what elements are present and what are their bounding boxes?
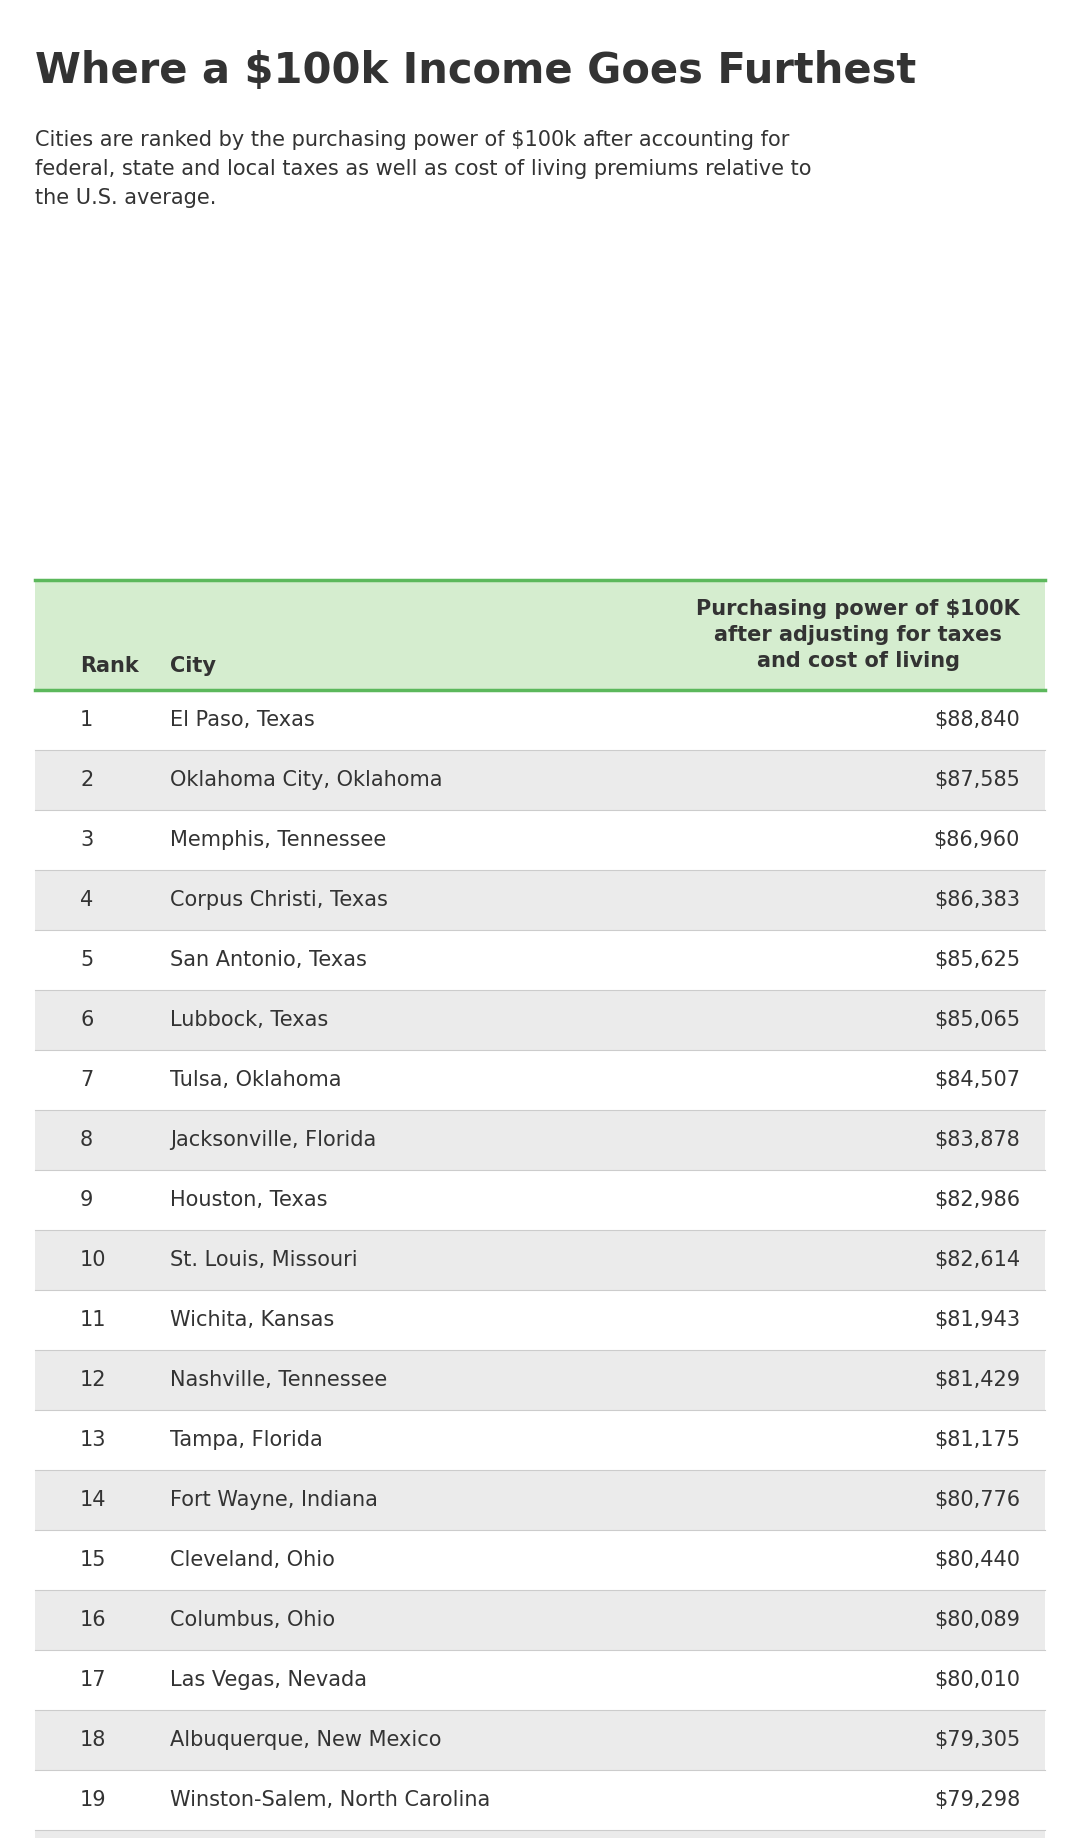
Text: 6: 6 [80,1011,93,1029]
Text: 16: 16 [80,1610,107,1630]
Text: Lubbock, Texas: Lubbock, Texas [170,1011,328,1029]
Bar [35,930,1045,991]
Text: Where a $100k Income Goes Furthest: Where a $100k Income Goes Furthest [35,50,916,92]
Text: Purchasing power of $100K
after adjusting for taxes
and cost of living: Purchasing power of $100K after adjustin… [697,599,1020,671]
Text: Corpus Christi, Texas: Corpus Christi, Texas [170,890,388,910]
Text: 11: 11 [80,1310,107,1331]
Text: $80,776: $80,776 [934,1491,1020,1511]
Bar [35,869,1045,930]
Text: City: City [170,656,216,676]
Bar [35,1831,1045,1838]
Text: San Antonio, Texas: San Antonio, Texas [170,950,367,970]
Text: $80,440: $80,440 [934,1549,1020,1570]
Bar [35,750,1045,811]
Text: $82,986: $82,986 [934,1189,1020,1209]
Text: $80,089: $80,089 [934,1610,1020,1630]
Text: $87,585: $87,585 [934,770,1020,790]
Bar [35,1470,1045,1529]
Bar [35,811,1045,869]
Text: Cities are ranked by the purchasing power of $100k after accounting for
federal,: Cities are ranked by the purchasing powe… [35,130,811,208]
Text: 5: 5 [80,950,93,970]
Text: Cleveland, Ohio: Cleveland, Ohio [170,1549,335,1570]
Bar [35,1709,1045,1770]
Text: 18: 18 [80,1730,106,1750]
Text: 4: 4 [80,890,93,910]
Text: Rank: Rank [80,656,138,676]
Text: 17: 17 [80,1671,107,1689]
Text: 1: 1 [80,709,93,730]
Text: El Paso, Texas: El Paso, Texas [170,709,314,730]
Bar [35,1529,1045,1590]
Text: Wichita, Kansas: Wichita, Kansas [170,1310,334,1331]
Text: $86,960: $86,960 [933,831,1020,849]
Text: $85,625: $85,625 [934,950,1020,970]
Text: Jacksonville, Florida: Jacksonville, Florida [170,1130,376,1151]
Text: Nashville, Tennessee: Nashville, Tennessee [170,1369,388,1390]
Text: $79,305: $79,305 [934,1730,1020,1750]
Text: $79,298: $79,298 [934,1790,1020,1810]
Text: $83,878: $83,878 [934,1130,1020,1151]
Text: $85,065: $85,065 [934,1011,1020,1029]
Bar [35,1349,1045,1410]
Bar [35,581,1045,689]
Text: 2: 2 [80,770,93,790]
Bar [35,991,1045,1049]
Bar [35,1590,1045,1651]
Text: Tampa, Florida: Tampa, Florida [170,1430,323,1450]
Text: 15: 15 [80,1549,107,1570]
Text: 14: 14 [80,1491,107,1511]
Text: 13: 13 [80,1430,107,1450]
Text: Winston-Salem, North Carolina: Winston-Salem, North Carolina [170,1790,490,1810]
Bar [35,689,1045,750]
Text: 9: 9 [80,1189,93,1209]
Text: Las Vegas, Nevada: Las Vegas, Nevada [170,1671,367,1689]
Text: $81,429: $81,429 [934,1369,1020,1390]
Text: $81,175: $81,175 [934,1430,1020,1450]
Text: Memphis, Tennessee: Memphis, Tennessee [170,831,387,849]
Text: 10: 10 [80,1250,107,1270]
Text: $81,943: $81,943 [934,1310,1020,1331]
Text: Oklahoma City, Oklahoma: Oklahoma City, Oklahoma [170,770,443,790]
Text: $88,840: $88,840 [934,709,1020,730]
Text: 8: 8 [80,1130,93,1151]
Text: 3: 3 [80,831,93,849]
Text: Columbus, Ohio: Columbus, Ohio [170,1610,335,1630]
Bar [35,1290,1045,1349]
Text: Albuquerque, New Mexico: Albuquerque, New Mexico [170,1730,442,1750]
Bar [35,1410,1045,1470]
Text: 19: 19 [80,1790,107,1810]
Bar [35,1651,1045,1709]
Bar [35,1230,1045,1290]
Bar [35,1770,1045,1831]
Text: $86,383: $86,383 [934,890,1020,910]
Bar [35,1171,1045,1230]
Bar [35,1110,1045,1171]
Text: Fort Wayne, Indiana: Fort Wayne, Indiana [170,1491,378,1511]
Text: St. Louis, Missouri: St. Louis, Missouri [170,1250,357,1270]
Text: $80,010: $80,010 [934,1671,1020,1689]
Text: $84,507: $84,507 [934,1070,1020,1090]
Text: 7: 7 [80,1070,93,1090]
Bar [35,1049,1045,1110]
Text: Tulsa, Oklahoma: Tulsa, Oklahoma [170,1070,341,1090]
Text: 12: 12 [80,1369,107,1390]
Text: Houston, Texas: Houston, Texas [170,1189,327,1209]
Text: $82,614: $82,614 [934,1250,1020,1270]
